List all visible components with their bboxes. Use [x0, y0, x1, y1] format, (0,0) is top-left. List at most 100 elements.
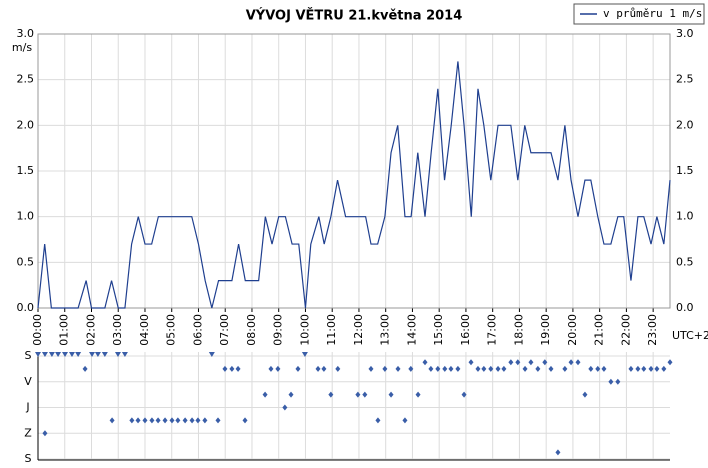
x-tick-label: 07:00	[218, 314, 231, 346]
direction-point	[355, 391, 361, 398]
direction-point	[435, 365, 441, 372]
direction-point	[522, 365, 528, 372]
legend-label: v průměru 1 m/s	[603, 7, 702, 20]
line-series	[37, 61, 671, 309]
x-tick-label: 11:00	[325, 314, 338, 346]
direction-point	[461, 391, 467, 398]
direction-point	[42, 430, 48, 437]
direction-point	[368, 365, 374, 372]
calm-marker	[75, 352, 82, 357]
direction-point	[382, 365, 388, 372]
direction-point	[229, 365, 235, 372]
y2-tick-label: 2.0	[676, 118, 694, 131]
x-tick-label: 18:00	[512, 314, 525, 346]
direction-point	[362, 391, 368, 398]
y-tick-label: 0.0	[17, 301, 35, 314]
x-tick-label: 17:00	[486, 314, 499, 346]
direction-point	[475, 365, 481, 372]
direction-point	[548, 365, 554, 372]
direction-point	[615, 378, 621, 385]
direction-point	[288, 391, 294, 398]
x-tick-label: 19:00	[539, 314, 552, 346]
x-tick-label: 02:00	[84, 314, 97, 346]
y2-tick-label: 2.5	[676, 73, 694, 86]
x-tick-label: 23:00	[646, 314, 659, 346]
direction-point	[215, 417, 221, 424]
direction-point	[455, 365, 461, 372]
direction-point	[595, 365, 601, 372]
direction-point	[575, 359, 581, 366]
direction-point	[129, 417, 135, 424]
x-tick-label: 20:00	[566, 314, 579, 346]
plot-frame	[37, 33, 671, 309]
x-tick-label: 12:00	[352, 314, 365, 346]
direction-point	[528, 359, 534, 366]
direction-point	[535, 365, 541, 372]
direction-point	[588, 365, 594, 372]
direction-point	[321, 365, 327, 372]
direction-point	[542, 359, 548, 366]
y2-tick-label: 0.5	[676, 255, 694, 268]
direction-point	[501, 365, 507, 372]
direction-point	[641, 365, 647, 372]
direction-point	[608, 378, 614, 385]
direction-point	[648, 365, 654, 372]
direction-point	[155, 417, 161, 424]
x-tick-label: 14:00	[405, 314, 418, 346]
y-tick-label: 2.5	[17, 73, 35, 86]
direction-point	[262, 391, 268, 398]
calm-marker	[94, 352, 101, 357]
calm-marker	[55, 352, 62, 357]
direction-point	[282, 404, 288, 411]
x-tick-label: 21:00	[593, 314, 606, 346]
direction-point	[495, 365, 501, 372]
x-axis-unit: UTC+2	[672, 329, 708, 342]
direction-point	[582, 391, 588, 398]
direction-point	[388, 391, 394, 398]
x-tick-label: 03:00	[111, 314, 124, 346]
direction-point	[235, 365, 241, 372]
direction-point	[568, 359, 574, 366]
x-tick-label: 16:00	[459, 314, 472, 346]
x-tick-label: 10:00	[298, 314, 311, 346]
direction-point	[135, 417, 141, 424]
direction-point	[82, 365, 88, 372]
direction-point	[422, 359, 428, 366]
direction-point	[295, 365, 301, 372]
direction-point	[415, 391, 421, 398]
direction-point	[182, 417, 188, 424]
y-tick-label: S	[25, 349, 32, 362]
direction-point	[268, 365, 274, 372]
calm-marker	[208, 352, 215, 357]
y-tick-label: S	[25, 452, 32, 465]
direction-point	[175, 417, 181, 424]
direction-point	[488, 365, 494, 372]
x-tick-label: 15:00	[432, 314, 445, 346]
direction-point	[195, 417, 201, 424]
direction-point	[408, 365, 414, 372]
direction-point	[661, 365, 667, 372]
direction-point	[442, 365, 448, 372]
direction-point	[448, 365, 454, 372]
direction-point	[202, 417, 208, 424]
direction-point	[508, 359, 514, 366]
x-tick-label: 05:00	[165, 314, 178, 346]
x-tick-label: 09:00	[272, 314, 285, 346]
calm-marker	[121, 352, 128, 357]
direction-point	[667, 359, 673, 366]
direction-point	[328, 391, 334, 398]
legend: v průměru 1 m/s	[573, 3, 705, 25]
direction-point	[275, 365, 281, 372]
direction-point	[189, 417, 195, 424]
x-tick-label: 06:00	[191, 314, 204, 346]
direction-point	[375, 417, 381, 424]
direction-point	[628, 365, 634, 372]
y2-tick-label: 1.5	[676, 164, 694, 177]
y-tick-label: J	[25, 401, 29, 414]
direction-point	[402, 417, 408, 424]
y-tick-label: 2.0	[17, 118, 35, 131]
calm-marker	[101, 352, 108, 357]
y-tick-label: 3.0	[17, 27, 35, 40]
calm-marker	[62, 352, 69, 357]
y2-tick-label: 0.0	[676, 301, 694, 314]
